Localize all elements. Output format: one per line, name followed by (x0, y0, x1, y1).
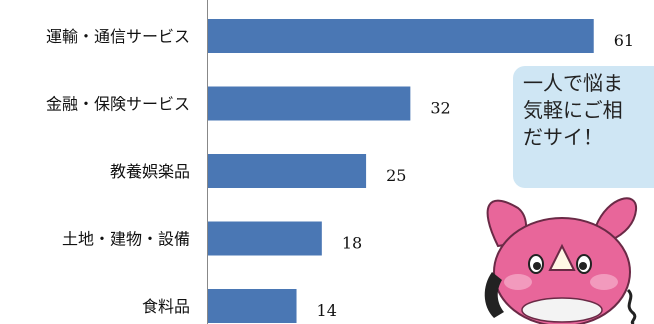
category-label: 教養娯楽品 (110, 162, 190, 181)
category-label: 食料品 (142, 297, 190, 316)
bar-4 (208, 289, 297, 323)
bubble-line-1: 一人で悩ま (523, 71, 623, 95)
category-label: 土地・建物・設備 (62, 230, 190, 249)
speech-bubble: 一人で悩ま 気軽にご相 だサイ！ (513, 66, 654, 188)
mascot-muzzle (521, 297, 603, 323)
bar-2 (208, 154, 367, 188)
rhino-mascot-icon (484, 197, 638, 324)
bar-0 (208, 19, 594, 53)
value-label: 14 (317, 301, 337, 320)
mascot-cheek (590, 274, 618, 290)
mascot-horn (548, 243, 576, 271)
mascot-pupil-right (579, 262, 587, 270)
bubble-line-2: 気軽にご相 (523, 98, 623, 122)
phone-cord-icon (626, 288, 637, 324)
value-label: 18 (342, 234, 362, 253)
value-label: 32 (430, 99, 450, 118)
bubble-line-3: だサイ！ (523, 125, 603, 149)
category-label: 運輸・通信サービス (46, 27, 190, 46)
value-label: 25 (386, 166, 406, 185)
bar-1 (208, 86, 411, 121)
mascot-pupil-left (533, 262, 541, 270)
bar-3 (208, 221, 322, 256)
mascot-head (493, 217, 631, 324)
mascot-cheek (504, 274, 532, 290)
phone-handset-icon (484, 272, 504, 318)
value-label: 61 (614, 31, 634, 50)
category-label: 金融・保険サービス (46, 95, 190, 114)
